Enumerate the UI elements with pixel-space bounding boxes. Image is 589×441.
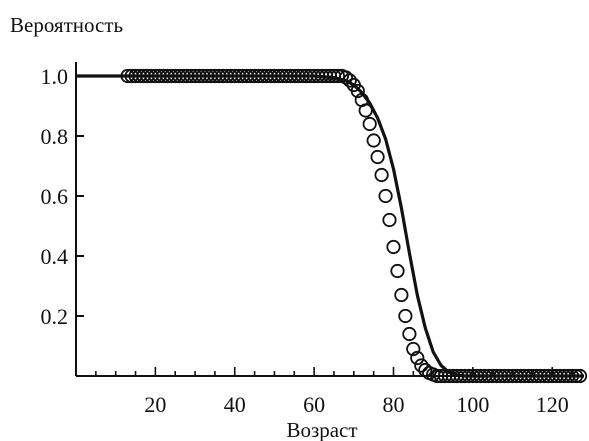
data-point-marker <box>568 368 584 384</box>
data-point-marker <box>402 326 417 342</box>
data-point-marker <box>366 133 381 148</box>
plot-area <box>76 68 588 384</box>
data-point-marker <box>342 73 357 88</box>
x-tick-label: 100 <box>456 392 489 417</box>
y-tick-label: 0.6 <box>41 184 69 209</box>
data-point-marker <box>382 212 397 228</box>
data-point-marker <box>390 263 405 279</box>
x-tick-label: 20 <box>144 392 166 417</box>
data-point-marker <box>418 362 433 378</box>
data-point-marker <box>330 68 345 84</box>
data-point-marker <box>370 149 385 165</box>
data-point-marker <box>564 368 580 384</box>
data-point-marker <box>350 83 365 99</box>
data-point-marker <box>394 287 409 303</box>
data-point-marker <box>572 368 588 384</box>
data-point-marker <box>374 167 389 183</box>
data-point-marker <box>414 358 429 373</box>
y-tick-label: 0.4 <box>41 244 69 269</box>
data-point-marker <box>338 70 353 85</box>
y-tick-label: 0.2 <box>41 304 69 329</box>
x-tick-label: 120 <box>536 392 569 417</box>
data-point-marker <box>406 341 421 357</box>
data-point-marker <box>378 188 393 204</box>
x-tick-label: 60 <box>303 392 325 417</box>
y-tick-label: 0.8 <box>41 124 69 149</box>
data-point-marker <box>358 103 373 118</box>
data-point-marker <box>410 350 425 366</box>
x-tick-label: 80 <box>383 392 405 417</box>
x-axis-ticks: 20 40 60 80 100 120 <box>95 367 573 417</box>
y-tick-label: 1.0 <box>41 64 69 89</box>
x-tick-label: 40 <box>224 392 246 417</box>
y-axis-ticks: 0.2 0.4 0.6 0.8 1.0 <box>41 64 84 329</box>
y-axis-title: Вероятность <box>10 13 123 37</box>
fitted-curve-line <box>76 74 584 378</box>
data-point-marker <box>398 308 413 324</box>
data-point-marker <box>386 239 401 255</box>
data-point-marker <box>362 116 377 132</box>
x-axis-title: Возраст <box>286 418 357 441</box>
